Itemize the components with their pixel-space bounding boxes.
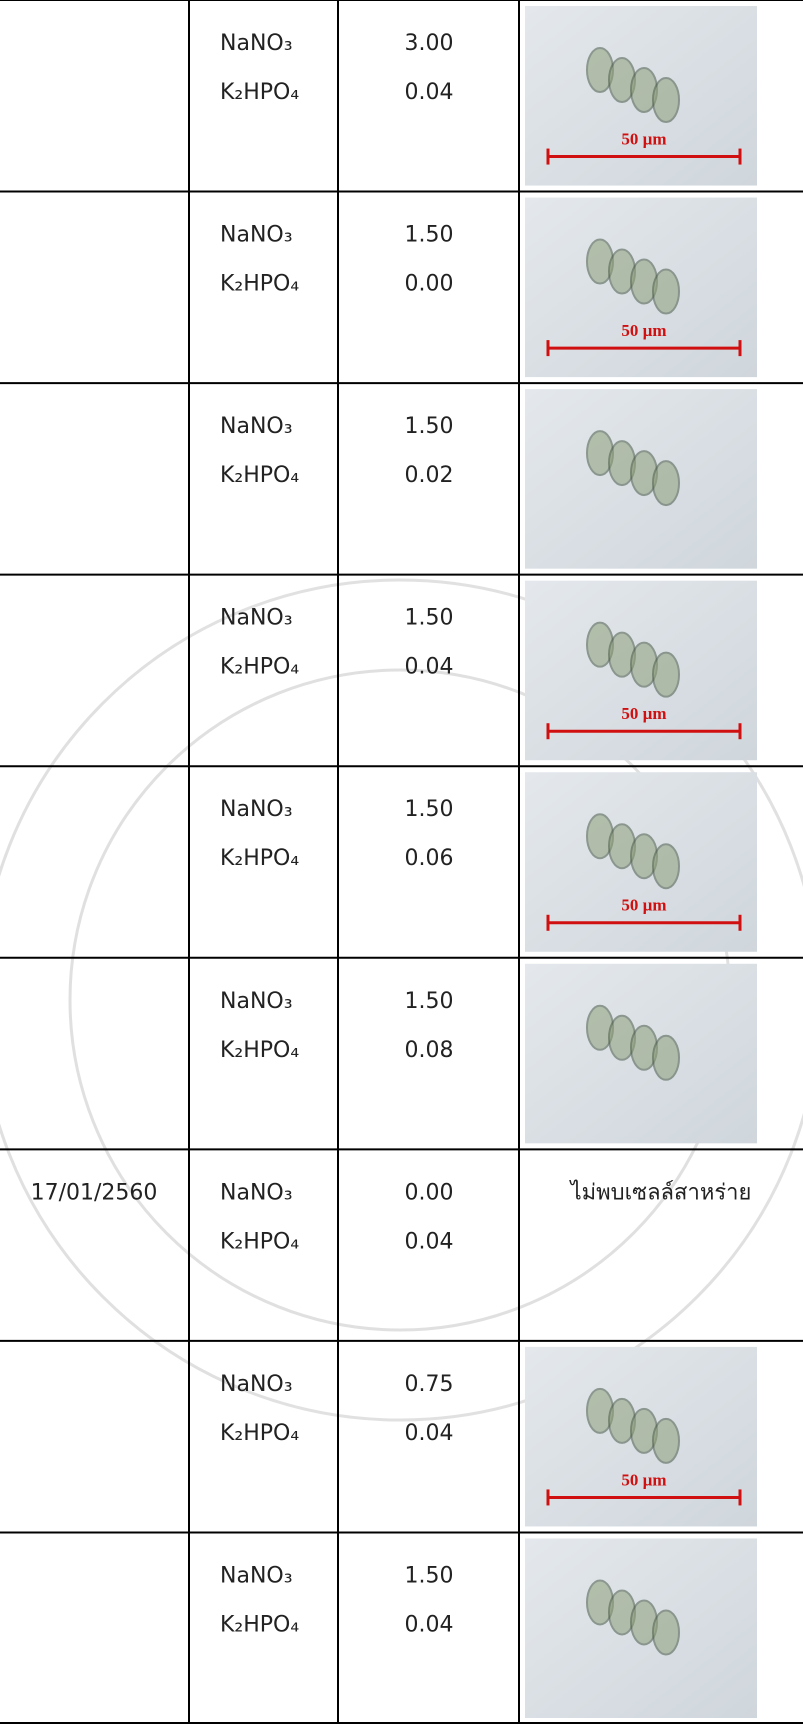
cell <box>652 268 680 315</box>
micrograph <box>525 1538 757 1718</box>
chemical-name: K₂HPO₄ <box>220 80 299 105</box>
micrograph: 50 µm <box>525 772 757 952</box>
cell <box>652 1609 680 1656</box>
chemical-name: NaNO₃ <box>220 414 293 439</box>
scale-label: 50 µm <box>621 1470 666 1489</box>
chemical-value: 1.50 <box>405 989 454 1014</box>
micrograph <box>525 389 757 569</box>
chemical-value: 1.50 <box>405 797 454 822</box>
chemical-value: 0.02 <box>405 463 454 488</box>
chemical-name: K₂HPO₄ <box>220 1229 299 1254</box>
chemical-value: 0.06 <box>405 846 454 871</box>
micrograph: 50 µm <box>525 1346 757 1527</box>
date-cell: 17/01/2560 <box>31 1180 158 1205</box>
chemical-name: NaNO₃ <box>220 1563 293 1588</box>
cell <box>652 651 680 698</box>
chemical-name: K₂HPO₄ <box>220 655 299 680</box>
chemical-name: K₂HPO₄ <box>220 1612 299 1637</box>
chemical-name: NaNO₃ <box>220 989 293 1014</box>
chemical-name: NaNO₃ <box>220 606 293 631</box>
chemical-value: 1.50 <box>405 414 454 439</box>
chemical-value: 0.04 <box>405 1612 454 1637</box>
cell <box>652 1034 680 1081</box>
micrograph: 50 µm <box>525 6 757 186</box>
cell <box>652 77 680 123</box>
chemical-value: 1.50 <box>405 606 454 631</box>
chemical-name: K₂HPO₄ <box>220 463 299 488</box>
chemical-value: 0.08 <box>405 1038 454 1063</box>
note: ไม่พบเซลล์สาหร่าย <box>569 1179 752 1205</box>
chemical-value: 0.04 <box>405 655 454 680</box>
chemical-value: 0.04 <box>405 1229 454 1254</box>
chemical-name: K₂HPO₄ <box>220 272 299 297</box>
chemical-value: 1.50 <box>405 223 454 248</box>
chemical-value: 0.04 <box>405 80 454 105</box>
chemical-name: K₂HPO₄ <box>220 1038 299 1063</box>
scale-label: 50 µm <box>621 129 666 148</box>
chemical-name: NaNO₃ <box>220 797 293 822</box>
cell <box>652 1417 680 1464</box>
scale-label: 50 µm <box>621 704 666 723</box>
chemical-name: NaNO₃ <box>220 1180 293 1205</box>
chemical-name: K₂HPO₄ <box>220 1421 299 1446</box>
chemical-value: 0.75 <box>405 1372 454 1397</box>
micrograph: 50 µm <box>525 580 757 761</box>
chemical-value: 0.00 <box>405 1180 454 1205</box>
scale-label: 50 µm <box>621 321 666 340</box>
chemical-name: NaNO₃ <box>220 1372 293 1397</box>
chemical-value: 0.04 <box>405 1421 454 1446</box>
chemical-value: 1.50 <box>405 1563 454 1588</box>
chemical-name: K₂HPO₄ <box>220 846 299 871</box>
scale-label: 50 µm <box>621 896 666 915</box>
micrograph <box>525 963 757 1144</box>
cell <box>652 460 680 507</box>
micrograph: 50 µm <box>525 197 757 378</box>
chemical-value: 0.00 <box>405 272 454 297</box>
chemical-name: NaNO₃ <box>220 223 293 248</box>
chemical-value: 3.00 <box>405 31 454 56</box>
cell <box>652 843 680 890</box>
chemical-name: NaNO₃ <box>220 31 293 56</box>
